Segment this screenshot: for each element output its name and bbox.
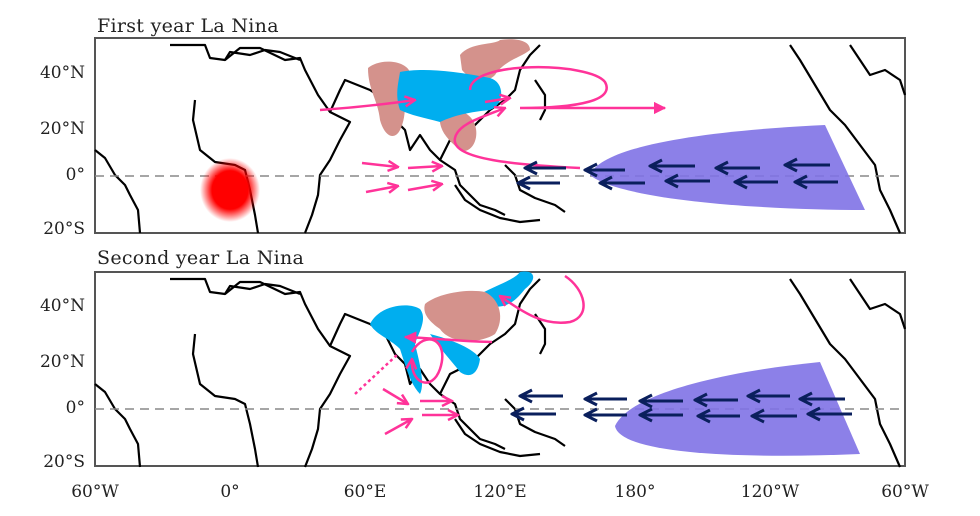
- x-tick: 120°E: [473, 482, 527, 502]
- y-tick: 0°: [65, 398, 85, 418]
- x-tick: 180°: [614, 482, 656, 502]
- cross-equatorial-arrows: [382, 387, 458, 436]
- cold-sst-tongue: [615, 362, 860, 456]
- wet-region-northeast-asia: [480, 271, 534, 307]
- panel-first-year: [93, 37, 907, 235]
- panel-second-year: [93, 271, 907, 469]
- warm-sst-blob: [200, 158, 260, 222]
- panel-title-first-year: First year La Nina: [97, 15, 279, 37]
- panel-title-second-year: Second year La Nina: [97, 247, 305, 269]
- x-tick: 120°W: [740, 482, 800, 502]
- x-tick: 60°E: [343, 482, 387, 502]
- westerly-arrows: [361, 163, 442, 192]
- y-tick: 20°N: [39, 352, 85, 372]
- y-tick: 20°N: [39, 119, 85, 139]
- y-tick: 20°S: [43, 219, 85, 239]
- x-tick: 60°W: [71, 482, 119, 502]
- y-tick: 40°N: [39, 63, 85, 83]
- wet-region: [397, 70, 502, 122]
- y-tick: 0°: [65, 165, 85, 185]
- trade-wind-arrows: [518, 165, 838, 183]
- x-tick: 60°W: [881, 482, 929, 502]
- trade-wind-arrows: [512, 396, 852, 416]
- dry-region-north-china: [460, 39, 530, 81]
- y-tick: 40°N: [39, 296, 85, 316]
- x-tick: 0°: [220, 482, 240, 502]
- wet-region-south-asia: [370, 305, 424, 394]
- y-tick: 20°S: [43, 452, 85, 472]
- wet-region-indochina: [430, 334, 480, 376]
- dry-region-china: [424, 290, 501, 341]
